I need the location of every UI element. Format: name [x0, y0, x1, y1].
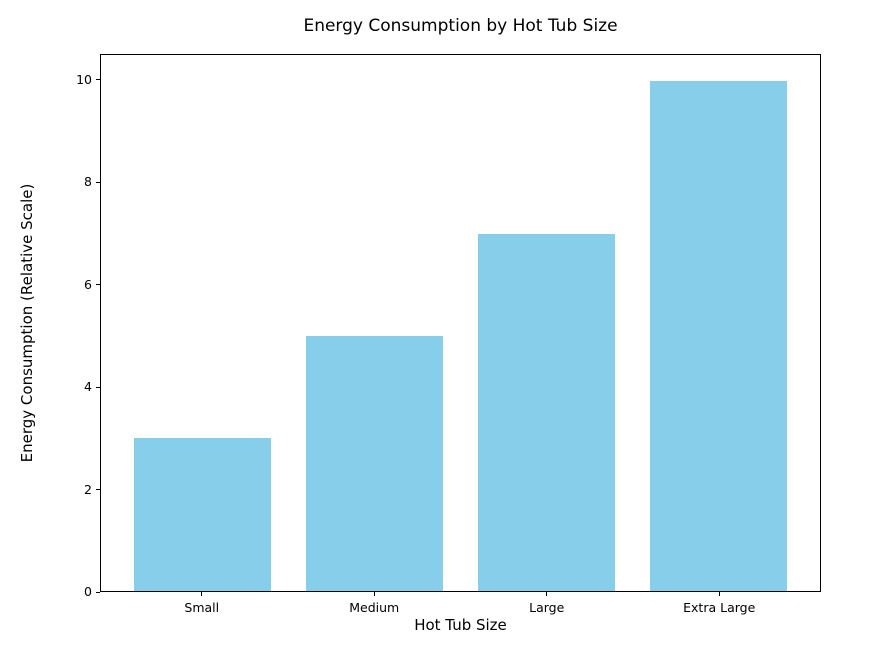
- bar-medium: [305, 335, 444, 591]
- bar-large: [477, 233, 616, 591]
- chart-title: Energy Consumption by Hot Tub Size: [303, 16, 618, 36]
- y-tick-mark: [96, 591, 100, 593]
- x-tick-label-large: Large: [529, 600, 565, 615]
- x-tick-label-medium: Medium: [349, 600, 400, 615]
- x-tick-mark: [718, 592, 720, 596]
- y-tick-mark: [96, 489, 100, 491]
- y-tick-label: 4: [84, 379, 92, 395]
- plot-area: [100, 54, 821, 592]
- x-tick-mark: [546, 592, 548, 596]
- x-tick-label-extra-large: Extra Large: [683, 600, 756, 615]
- y-tick-mark: [96, 181, 100, 183]
- y-tick-mark: [96, 79, 100, 81]
- y-tick-label: 8: [84, 174, 92, 190]
- y-tick-label: 2: [84, 481, 92, 497]
- y-tick-label: 10: [76, 71, 92, 87]
- y-tick-label: 6: [84, 276, 92, 292]
- y-tick-mark: [96, 284, 100, 286]
- y-axis-label-text: Energy Consumption (Relative Scale): [18, 183, 36, 463]
- bar-small: [133, 437, 272, 591]
- y-tick-mark: [96, 386, 100, 388]
- x-tick-label-small: Small: [184, 600, 220, 615]
- x-axis-label: Hot Tub Size: [414, 616, 507, 634]
- y-tick-label: 0: [84, 584, 92, 599]
- x-tick-mark: [373, 592, 375, 596]
- bar-extra-large: [649, 80, 788, 591]
- x-tick-mark: [201, 592, 203, 596]
